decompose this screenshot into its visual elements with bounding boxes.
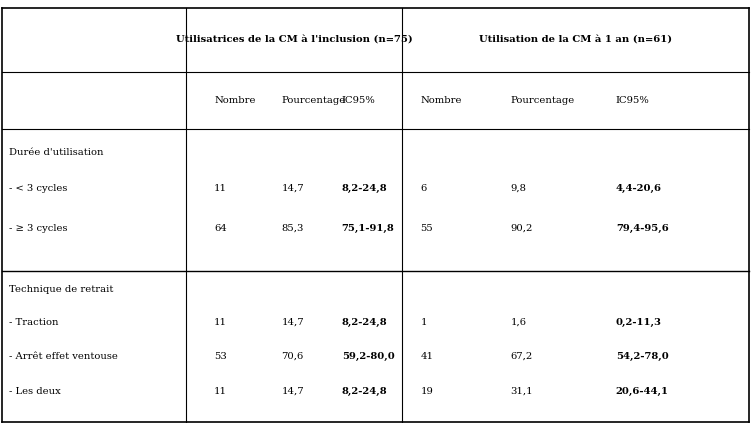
Text: Nombre: Nombre — [214, 96, 255, 105]
Text: 0,2-11,3: 0,2-11,3 — [616, 318, 662, 327]
Text: Pourcentage: Pourcentage — [511, 96, 575, 105]
Text: 1,6: 1,6 — [511, 318, 526, 327]
Text: 67,2: 67,2 — [511, 352, 533, 361]
Text: 59,2-80,0: 59,2-80,0 — [342, 352, 394, 361]
Text: 41: 41 — [421, 352, 433, 361]
Text: 64: 64 — [214, 224, 227, 233]
Text: 20,6-44,1: 20,6-44,1 — [616, 387, 669, 396]
Text: - Les deux: - Les deux — [9, 387, 61, 396]
Text: 14,7: 14,7 — [282, 184, 304, 193]
Text: Utilisatrices de la CM à l'inclusion (n=75): Utilisatrices de la CM à l'inclusion (n=… — [176, 34, 412, 44]
Text: 75,1-91,8: 75,1-91,8 — [342, 224, 394, 233]
Text: 55: 55 — [421, 224, 433, 233]
Text: 11: 11 — [214, 387, 227, 396]
Text: IC95%: IC95% — [342, 96, 376, 105]
Text: 14,7: 14,7 — [282, 387, 304, 396]
Text: 8,2-24,8: 8,2-24,8 — [342, 184, 388, 193]
Text: 8,2-24,8: 8,2-24,8 — [342, 318, 388, 327]
Text: 11: 11 — [214, 318, 227, 327]
Text: 1: 1 — [421, 318, 427, 327]
Text: - ≥ 3 cycles: - ≥ 3 cycles — [9, 224, 68, 233]
Text: 79,4-95,6: 79,4-95,6 — [616, 224, 668, 233]
Text: Nombre: Nombre — [421, 96, 462, 105]
Text: Technique de retrait: Technique de retrait — [9, 285, 113, 294]
Text: Pourcentage: Pourcentage — [282, 96, 346, 105]
Text: 70,6: 70,6 — [282, 352, 304, 361]
Text: 90,2: 90,2 — [511, 224, 533, 233]
Text: 4,4-20,6: 4,4-20,6 — [616, 184, 662, 193]
Text: 6: 6 — [421, 184, 427, 193]
Text: 31,1: 31,1 — [511, 387, 533, 396]
Text: 9,8: 9,8 — [511, 184, 526, 193]
Text: IC95%: IC95% — [616, 96, 650, 105]
Text: 14,7: 14,7 — [282, 318, 304, 327]
Text: 11: 11 — [214, 184, 227, 193]
Text: 54,2-78,0: 54,2-78,0 — [616, 352, 668, 361]
Text: - Traction: - Traction — [9, 318, 59, 327]
Text: Durée d'utilisation: Durée d'utilisation — [9, 148, 104, 157]
Text: 19: 19 — [421, 387, 433, 396]
Text: 85,3: 85,3 — [282, 224, 304, 233]
Text: - Arrêt effet ventouse: - Arrêt effet ventouse — [9, 352, 118, 361]
Text: Utilisation de la CM à 1 an (n=61): Utilisation de la CM à 1 an (n=61) — [478, 34, 672, 44]
Text: - < 3 cycles: - < 3 cycles — [9, 184, 68, 193]
Text: 53: 53 — [214, 352, 227, 361]
Text: 8,2-24,8: 8,2-24,8 — [342, 387, 388, 396]
